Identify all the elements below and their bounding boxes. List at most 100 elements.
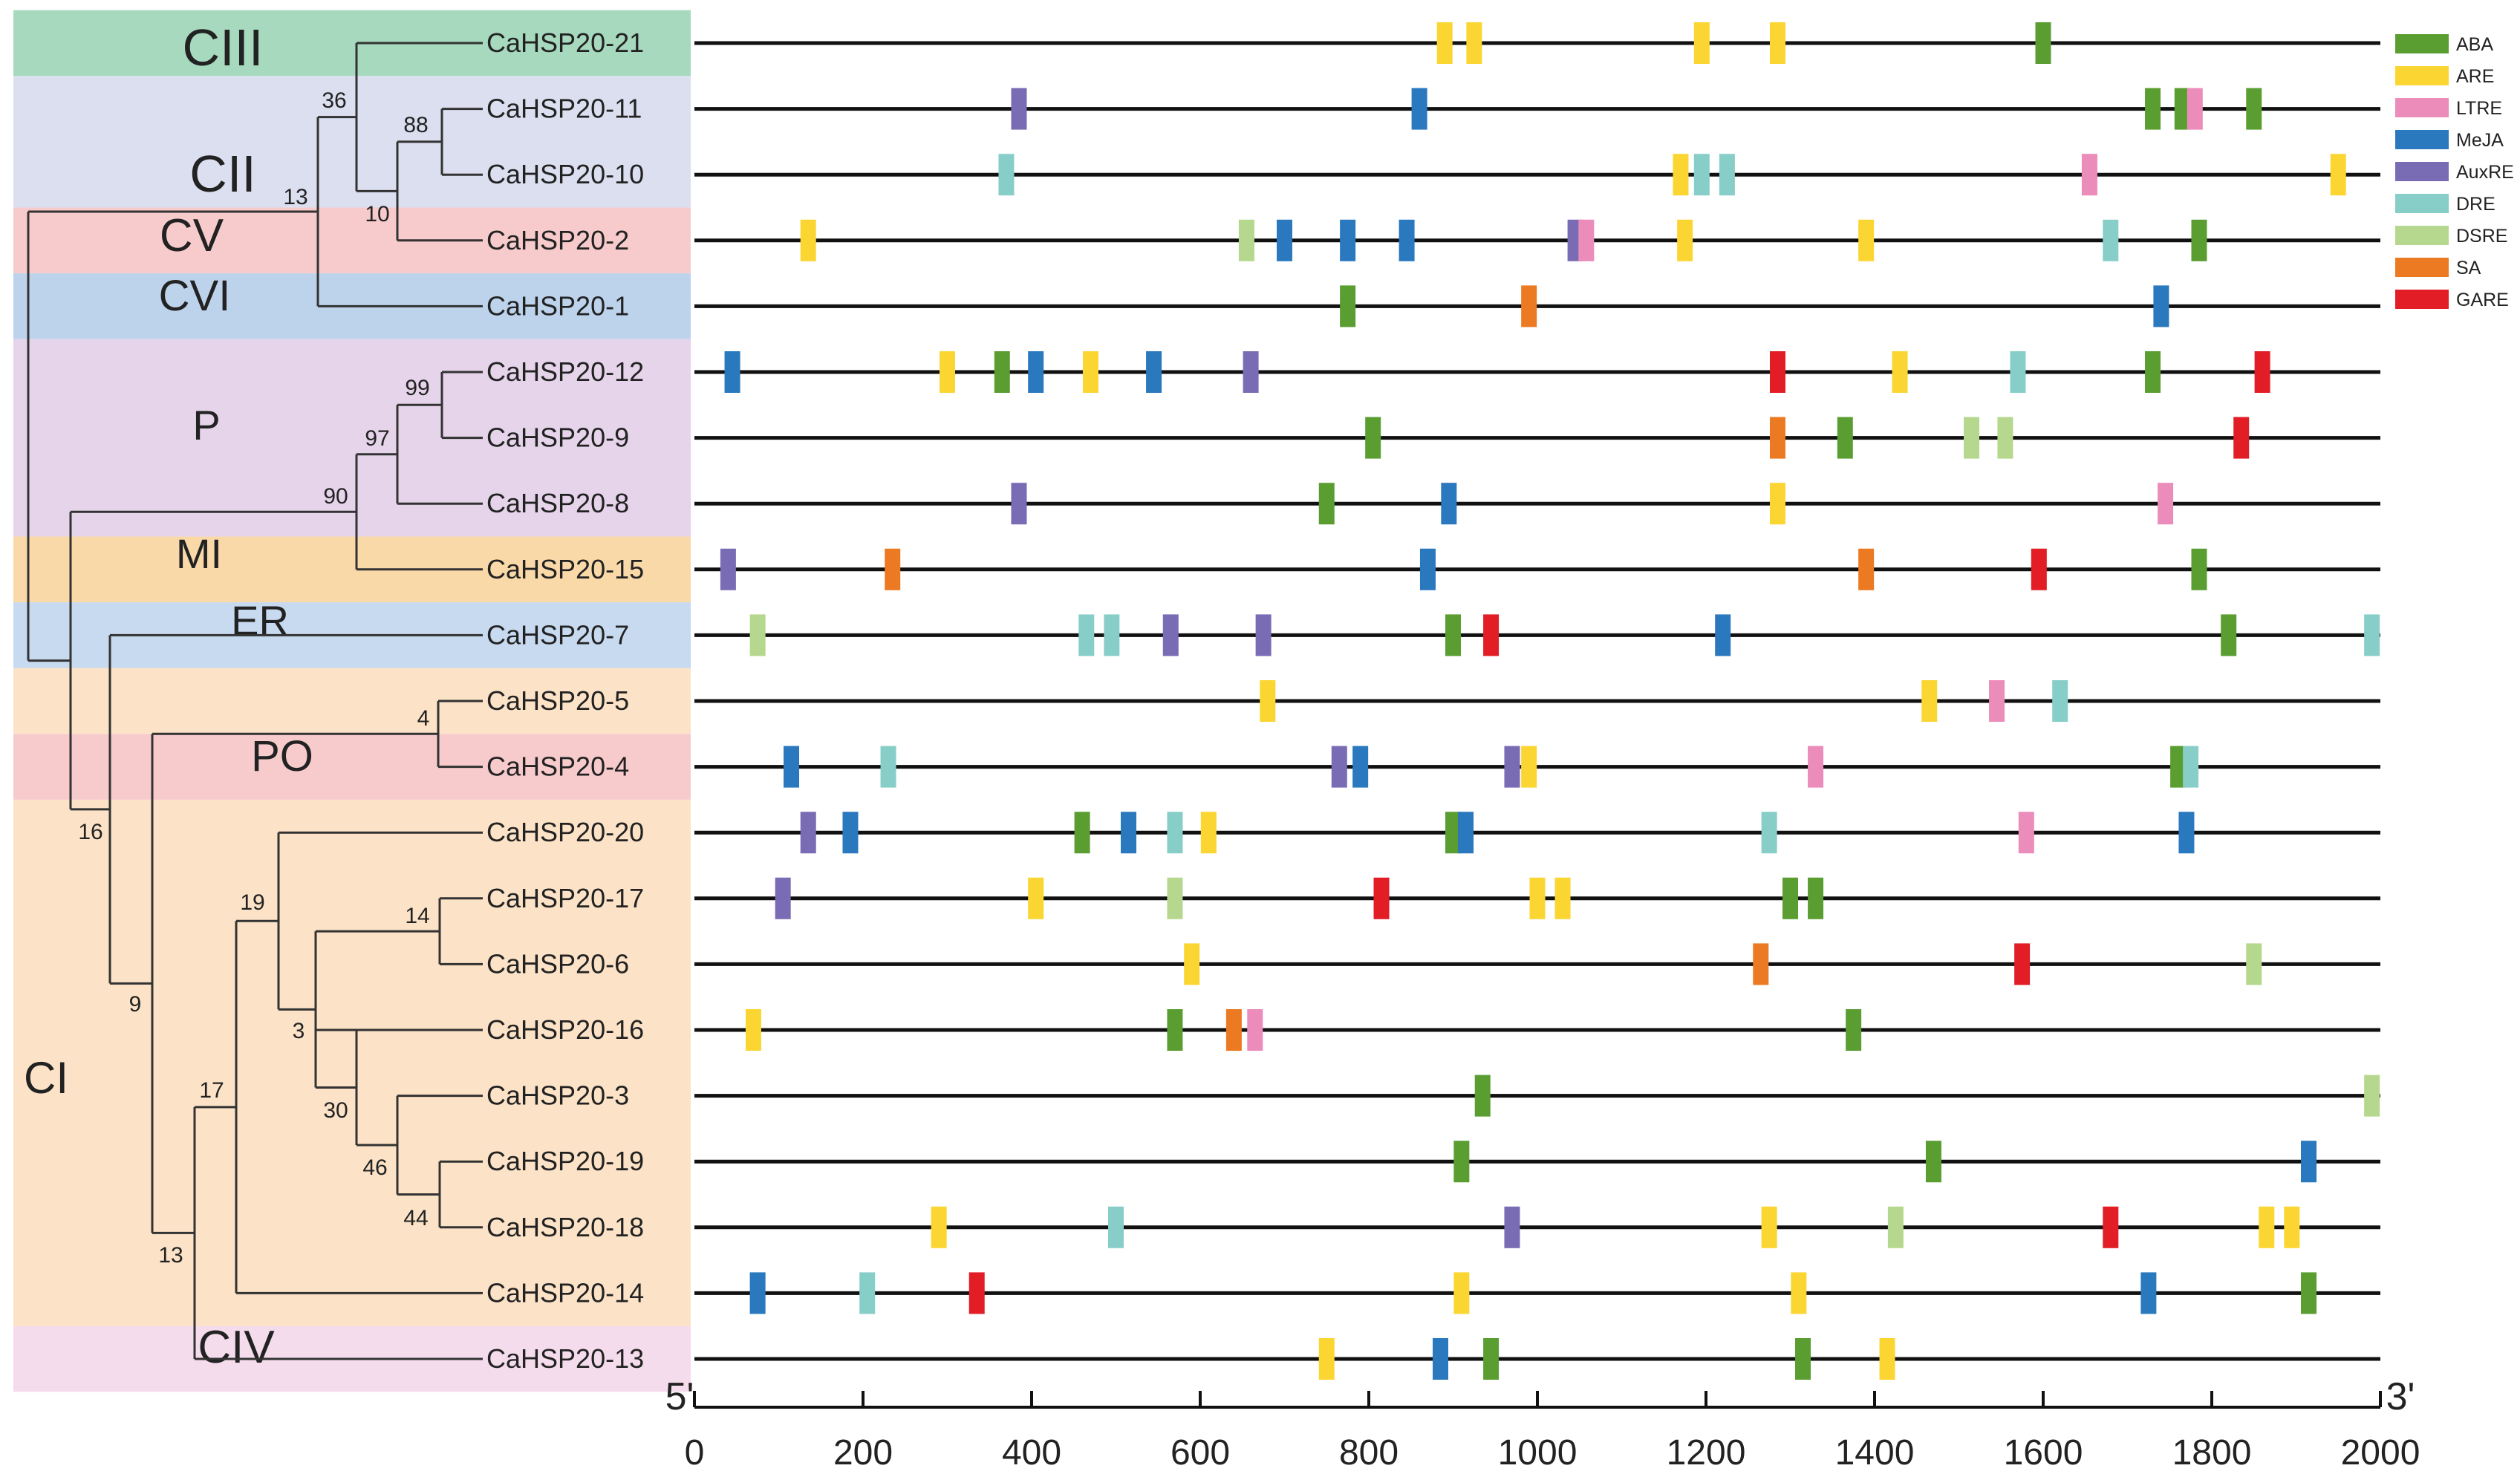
cis-element-ltre	[2158, 483, 2174, 525]
bootstrap-value: 13	[158, 1243, 183, 1268]
subfamily-label: CV	[160, 210, 224, 261]
cis-element-are	[1436, 22, 1453, 64]
cis-element-are	[1554, 877, 1571, 919]
cis-element-aba	[2191, 548, 2207, 590]
cis-element-are	[1453, 1272, 1470, 1314]
cis-element-aba	[1167, 1009, 1183, 1051]
promoter-row	[694, 22, 2380, 64]
cis-element-aba	[1340, 285, 1356, 327]
cis-element-are	[1200, 812, 1217, 854]
cis-element-aba	[1445, 812, 1461, 854]
cis-element-dsre	[2364, 1075, 2380, 1117]
cis-element-are	[1673, 154, 1689, 196]
cis-element-are	[1769, 22, 1785, 64]
legend-swatch	[2395, 162, 2449, 181]
legend-swatch	[2395, 130, 2449, 149]
cis-element-gare	[2233, 417, 2250, 459]
cis-element-are	[1028, 877, 1044, 919]
cis-element-dre	[1108, 1206, 1124, 1248]
cis-element-aba	[2221, 614, 2237, 656]
legend-label: GARE	[2456, 290, 2509, 310]
cis-element-are	[1521, 746, 1537, 788]
cis-element-sa	[1225, 1009, 1242, 1051]
cis-element-meja	[1458, 812, 1474, 854]
legend-label: DRE	[2456, 194, 2495, 215]
cis-element-aba	[2145, 351, 2161, 393]
cis-element-sa	[1753, 943, 1769, 985]
cis-element-gare	[1769, 351, 1785, 393]
cis-element-sa	[1521, 285, 1537, 327]
subfamily-band	[13, 668, 691, 734]
cis-element-aba	[1445, 614, 1461, 656]
axis-tick-label: 1000	[1498, 1433, 1578, 1473]
bootstrap-value: 90	[323, 484, 348, 509]
cis-element-sa	[885, 548, 901, 590]
bootstrap-value: 97	[365, 426, 389, 451]
cis-element-meja	[1419, 548, 1436, 590]
gene-label: CaHSP20-20	[486, 817, 644, 847]
cis-element-are	[1769, 483, 1785, 525]
bootstrap-value: 13	[283, 185, 307, 209]
subfamily-label: PO	[251, 732, 313, 780]
promoter-row	[694, 1075, 2380, 1117]
axis-3prime-label: 3'	[2386, 1375, 2415, 1418]
cis-element-aba	[1483, 1338, 1500, 1380]
subfamily-label: CVI	[159, 272, 231, 320]
cis-element-auxre	[1255, 614, 1272, 656]
gene-label: CaHSP20-19	[486, 1146, 644, 1176]
cis-element-aba	[1453, 1141, 1470, 1183]
bootstrap-value: 3	[293, 1019, 305, 1043]
cis-element-auxre	[1162, 614, 1179, 656]
cis-element-meja	[1028, 351, 1044, 393]
cis-element-dre	[2052, 680, 2068, 722]
cis-element-meja	[1121, 812, 1137, 854]
cis-element-dre	[1761, 812, 1777, 854]
promoter-row	[694, 1141, 2380, 1183]
promoter-row	[694, 877, 2380, 919]
cis-element-are	[1921, 680, 1938, 722]
promoter-rows	[694, 22, 2380, 1380]
cis-element-are	[1466, 22, 1482, 64]
subfamily-label: P	[192, 402, 220, 449]
cis-element-are	[2259, 1206, 2275, 1248]
cis-element-meja	[842, 812, 859, 854]
cis-element-are	[1260, 680, 1276, 722]
cis-element-meja	[1715, 614, 1731, 656]
subfamily-band	[13, 536, 691, 603]
cis-element-are	[1693, 22, 1710, 64]
cis-element-are	[1529, 877, 1546, 919]
subfamily-label: CI	[24, 1053, 68, 1103]
legend-swatch	[2395, 34, 2449, 53]
cis-element-are	[1858, 219, 1875, 261]
cis-element-are	[1082, 351, 1098, 393]
promoter-row	[694, 351, 2380, 393]
cis-element-aba	[2191, 219, 2207, 261]
legend-swatch	[2395, 66, 2449, 85]
cis-element-sa	[1769, 417, 1785, 459]
cis-element-aba	[1782, 877, 1798, 919]
promoter-row	[694, 88, 2380, 130]
bootstrap-value: 30	[323, 1098, 348, 1123]
axis-tick-label: 800	[1339, 1433, 1399, 1473]
subfamily-label: CIII	[183, 19, 264, 76]
cis-element-ltre	[1578, 219, 1595, 261]
gene-label: CaHSP20-3	[486, 1080, 629, 1111]
legend-label: ARE	[2456, 66, 2494, 87]
gene-label: CaHSP20-11	[486, 94, 642, 124]
legend-swatch	[2395, 98, 2449, 117]
axis-tick-label: 0	[685, 1433, 705, 1473]
position-axis: 0 200 400 600 800 1000 1200 1400 1600 1800 2000 5' 3…	[665, 1375, 2420, 1473]
cis-element-auxre	[800, 812, 816, 854]
cis-element-ltre	[1808, 746, 1824, 788]
promoter-row	[694, 943, 2380, 985]
bootstrap-value: 36	[322, 88, 346, 113]
phylogenetic-tree	[27, 42, 483, 1360]
cis-element-meja	[2140, 1272, 2157, 1314]
cis-element-auxre	[1331, 746, 1347, 788]
gene-label: CaHSP20-21	[486, 27, 644, 58]
cis-element-gare	[2103, 1206, 2119, 1248]
cis-element-aba	[2035, 22, 2051, 64]
gene-label: CaHSP20-9	[486, 423, 629, 453]
axis-tick-label: 1600	[2004, 1433, 2083, 1473]
